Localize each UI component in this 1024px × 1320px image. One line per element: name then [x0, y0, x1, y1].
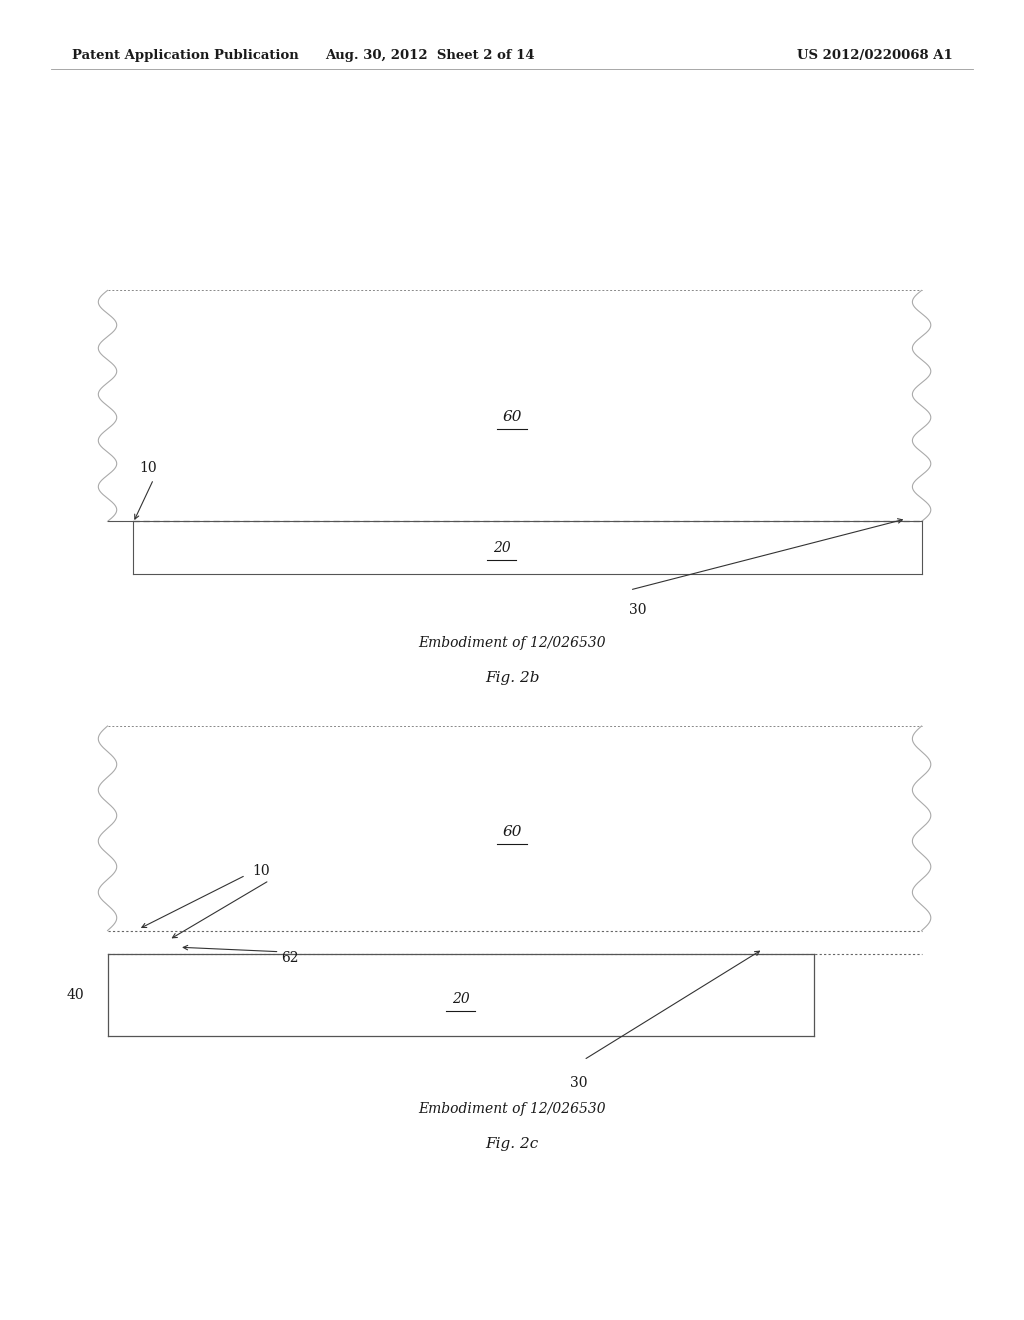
- Text: 60: 60: [502, 825, 522, 840]
- Text: 20: 20: [452, 993, 470, 1006]
- Text: Fig. 2c: Fig. 2c: [485, 1138, 539, 1151]
- Text: 40: 40: [67, 989, 84, 1002]
- Text: 30: 30: [629, 603, 647, 618]
- Text: Embodiment of 12/026530: Embodiment of 12/026530: [418, 1102, 606, 1115]
- Text: Patent Application Publication: Patent Application Publication: [72, 49, 298, 62]
- Text: US 2012/0220068 A1: US 2012/0220068 A1: [797, 49, 952, 62]
- Text: Embodiment of 12/026530: Embodiment of 12/026530: [418, 636, 606, 649]
- Text: 10: 10: [139, 461, 158, 475]
- Text: 62: 62: [282, 952, 299, 965]
- Text: 30: 30: [569, 1076, 588, 1090]
- Text: Aug. 30, 2012  Sheet 2 of 14: Aug. 30, 2012 Sheet 2 of 14: [326, 49, 535, 62]
- Text: 10: 10: [252, 863, 270, 878]
- Text: 20: 20: [493, 541, 511, 554]
- Text: 60: 60: [502, 411, 522, 425]
- Text: Fig. 2b: Fig. 2b: [484, 672, 540, 685]
